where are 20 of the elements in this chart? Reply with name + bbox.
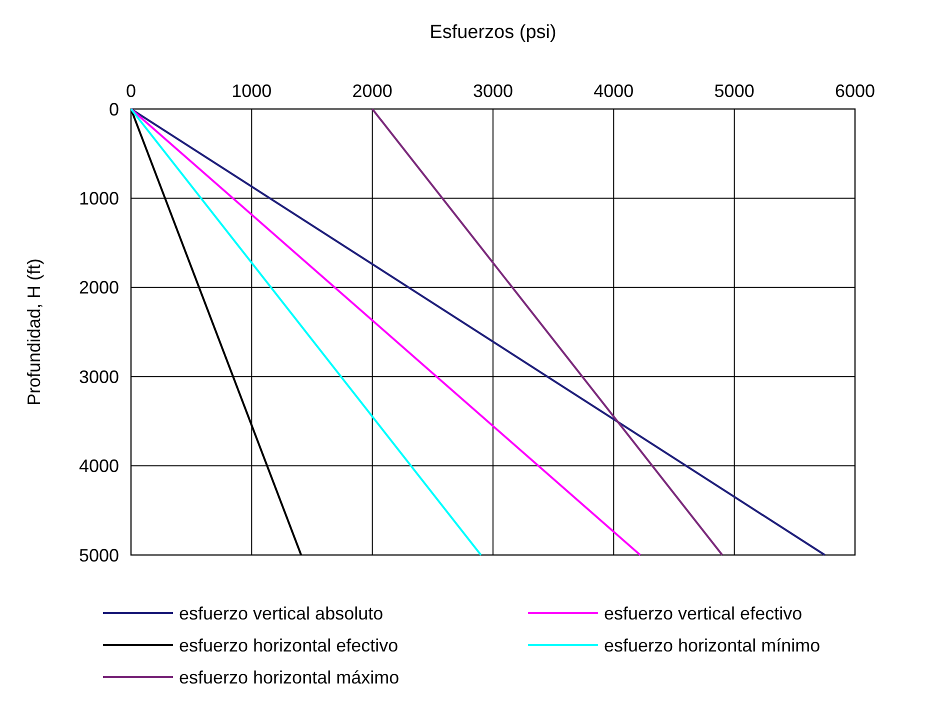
x-tick-label: 3000 bbox=[472, 81, 514, 101]
y-tick-label: 1000 bbox=[78, 188, 119, 208]
x-tick-label: 0 bbox=[126, 81, 136, 101]
y-tick-label: 3000 bbox=[78, 366, 119, 387]
legend-label: esfuerzo vertical absoluto bbox=[179, 603, 384, 624]
y-tick-label: 4000 bbox=[78, 456, 119, 476]
x-tick-label: 6000 bbox=[834, 81, 876, 101]
legend-label: esfuerzo horizontal mínimo bbox=[604, 635, 820, 656]
x-tick-label: 5000 bbox=[714, 81, 754, 101]
y-tick-label: 2000 bbox=[78, 278, 119, 298]
y-tick-label: 0 bbox=[108, 99, 119, 120]
y-axis-title: Profundidad, H (ft) bbox=[24, 258, 44, 406]
y-tick-label: 5000 bbox=[78, 545, 119, 566]
legend-label: esfuerzo horizontal efectivo bbox=[179, 635, 398, 656]
legend-label: esfuerzo vertical efectivo bbox=[604, 603, 802, 624]
legend-label: esfuerzo horizontal máximo bbox=[179, 667, 400, 688]
x-tick-label: 2000 bbox=[352, 81, 392, 101]
x-tick-label: 1000 bbox=[232, 81, 272, 101]
x-axis-title: Esfuerzos (psi) bbox=[430, 22, 556, 43]
x-tick-label: 4000 bbox=[594, 81, 634, 101]
